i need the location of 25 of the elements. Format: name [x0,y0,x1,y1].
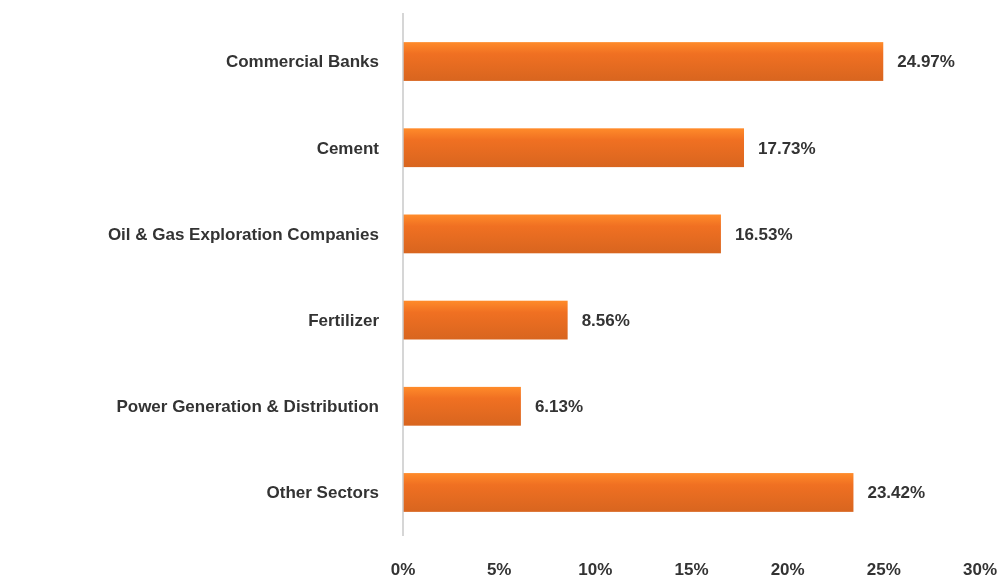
y-tick-label: Power Generation & Distribution [116,397,379,417]
y-tick-label: Fertilizer [308,311,380,331]
bar [403,128,745,168]
bar [403,214,721,254]
data-label: 16.53% [734,224,793,244]
x-tick-label: 5% [486,560,512,579]
y-tick-label: Commercial Banks [225,52,379,72]
data-label: 6.13% [534,397,584,417]
data-label: 23.42% [867,483,926,503]
x-tick-label: 20% [770,560,805,579]
data-label: 24.97% [897,52,955,72]
x-tick-label: 10% [578,560,613,579]
x-tick-label: 15% [674,560,709,579]
x-tick-label: 30% [962,560,998,579]
y-tick-label: Oil & Gas Exploration Companies [107,224,379,244]
x-tick-label: 0% [390,560,416,579]
bar [403,42,884,81]
y-tick-label: Other Sectors [266,483,379,503]
bar [403,473,854,512]
x-tick-label: 25% [866,560,901,579]
y-tick-label: Cement [316,138,380,158]
data-label: 8.56% [581,311,630,331]
bar [403,386,521,426]
bar [403,300,568,340]
data-label: 17.73% [758,138,816,158]
